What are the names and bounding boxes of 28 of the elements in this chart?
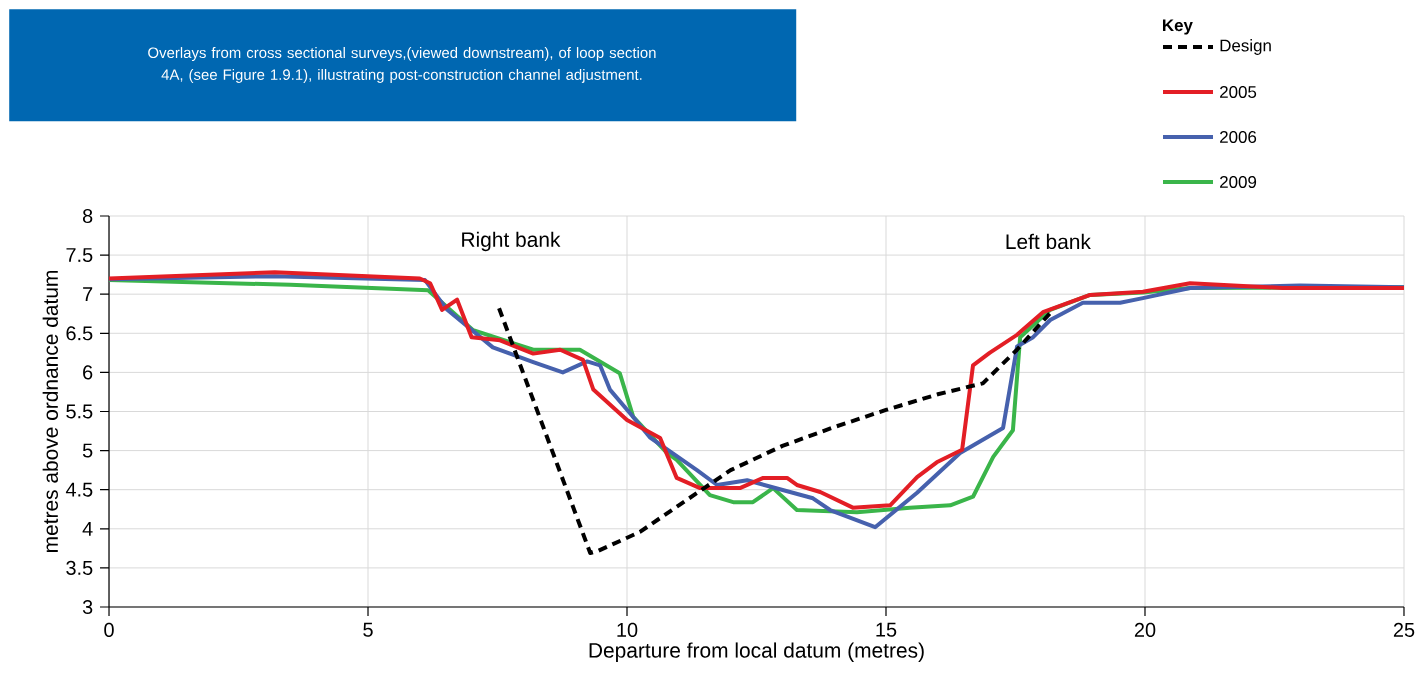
y-tick-label: 3 (82, 599, 93, 615)
x-tick-label: 25 (1393, 622, 1415, 637)
legend-label: 2009 (1220, 175, 1257, 188)
x-tick-label: 20 (1134, 622, 1156, 637)
x-tick-label: 15 (876, 622, 897, 637)
y-tick-label: 6.5 (66, 326, 93, 341)
y-tick-label: 4.5 (65, 482, 93, 497)
x-tick-label: 0 (104, 622, 114, 637)
legend-title: Key (1162, 19, 1193, 35)
legend-label: 2006 (1220, 130, 1257, 143)
chart-title: Overlays from cross sectional surveys,(viewed downstream), of loop section 4A, (see Figure 1.9.1), illustrating post-construction channel adjustment. (148, 47, 656, 83)
line-series (497, 306, 1053, 556)
y-tick-label: 5 (82, 443, 93, 458)
legend-label: Design (1220, 39, 1271, 55)
y-tick-label: 6 (83, 365, 93, 380)
y-tick-label: 5.5 (66, 404, 93, 419)
y-tick-label: 7.5 (66, 248, 93, 263)
y-axis-title: metres above ordnance datum (42, 271, 58, 552)
x-axis-title: Departure from local datum (metres) (589, 642, 924, 662)
x-tick-label: 10 (617, 622, 638, 637)
y-tick-label: 3.5 (66, 560, 93, 575)
annotation: Left bank (1006, 233, 1091, 250)
x-tick-label: 5 (363, 622, 373, 637)
y-tick-label: 4 (82, 521, 93, 536)
y-tick-label: 8 (82, 208, 93, 224)
annotation: Right bank (462, 231, 561, 252)
legend-label: 2005 (1220, 85, 1257, 98)
y-tick-label: 7 (83, 287, 93, 302)
